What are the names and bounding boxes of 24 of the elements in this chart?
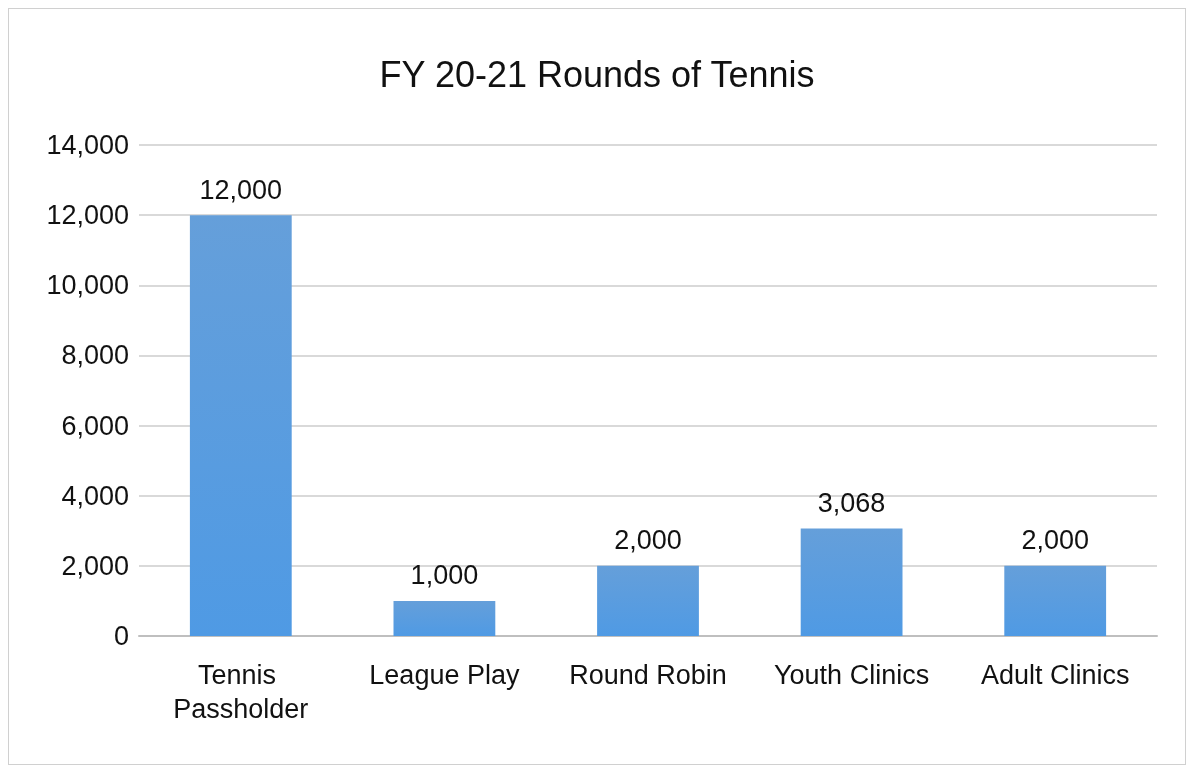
bar [1004,565,1107,636]
x-tick-label: League Play [369,660,520,690]
y-tick-label: 0 [113,621,129,651]
chart-title: FY 20-21 Rounds of Tennis [379,53,815,95]
bar [800,528,903,636]
x-tick-label: Tennis Passholder [173,660,309,724]
y-tick-label: 10,000 [46,270,129,301]
bar [393,600,496,636]
data-label: 1,000 [410,560,479,591]
bar [189,215,292,636]
x-tick-label: Youth Clinics [774,660,930,690]
y-tick-label: 12,000 [46,200,129,231]
x-tick-label: Round Robin [569,660,727,690]
data-label: 2,000 [1021,525,1089,556]
y-tick-label: 14,000 [46,130,129,160]
data-label: 12,000 [199,174,283,205]
y-tick-label: 8,000 [61,340,129,371]
y-tick-label: 6,000 [61,410,129,441]
data-label: 2,000 [614,525,682,556]
bar [597,565,699,636]
x-tick-label: Adult Clinics [980,660,1130,690]
data-label: 3,068 [817,487,886,518]
y-tick-label: 2,000 [61,550,129,581]
y-tick-label: 4,000 [61,480,129,511]
